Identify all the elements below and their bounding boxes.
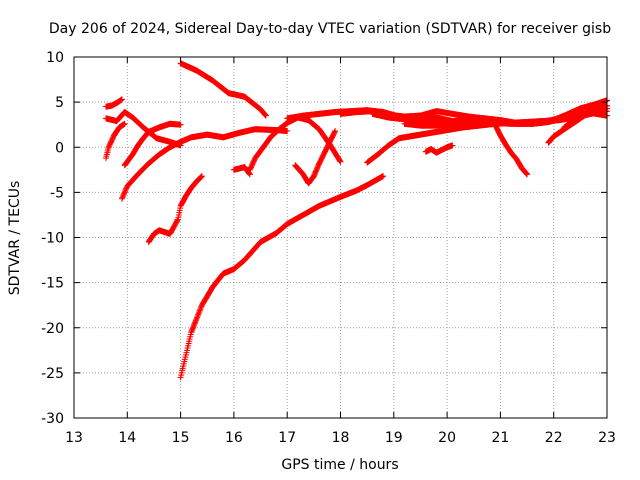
y-tick-label: -25 (41, 366, 64, 382)
data-point (118, 195, 125, 202)
data-point (120, 191, 127, 198)
y-tick-label: 0 (55, 140, 64, 156)
data-point (118, 96, 125, 103)
data-points (102, 60, 610, 381)
x-tick-label: 23 (598, 430, 616, 446)
chart-title: Day 206 of 2024, Sidereal Day-to-day VTE… (49, 21, 611, 37)
y-tick-label: -5 (50, 185, 64, 201)
x-tick-label: 17 (278, 430, 296, 446)
data-point (121, 189, 128, 196)
data-point (380, 173, 387, 180)
y-tick-label: -10 (41, 231, 64, 247)
series-arc-g (177, 173, 387, 381)
series-arc-f (145, 173, 205, 246)
data-point (174, 217, 181, 224)
series-arc-e (118, 126, 291, 202)
series-arc-q (422, 142, 456, 156)
y-tick-label: 10 (46, 50, 64, 66)
y-tick-label: -30 (41, 411, 64, 427)
data-point (194, 314, 201, 321)
data-point (195, 310, 202, 317)
x-tick-label: 16 (225, 430, 243, 446)
data-point (177, 121, 184, 128)
y-tick-label: -20 (41, 321, 64, 337)
series-arc-o (369, 97, 610, 127)
data-point (120, 193, 127, 200)
x-axis-label: GPS time / hours (281, 457, 398, 473)
data-point (331, 129, 338, 136)
data-point (198, 173, 205, 180)
data-point (119, 194, 126, 201)
x-tick-label: 19 (385, 430, 403, 446)
x-tick-label: 13 (65, 430, 83, 446)
data-point (197, 174, 204, 181)
data-point (193, 315, 200, 322)
series-arc-a (102, 96, 125, 110)
data-point (194, 313, 201, 320)
data-point (123, 185, 130, 192)
data-point (198, 173, 205, 180)
data-point (196, 307, 203, 314)
data-point (121, 190, 128, 197)
data-point (336, 157, 343, 164)
data-point (284, 128, 291, 135)
x-tick-label: 21 (491, 430, 509, 446)
x-tick-label: 22 (545, 430, 563, 446)
data-point (197, 304, 204, 311)
y-axis-ticks: -30 -25 -20 -15 -10 -5 0 5 10 (41, 50, 607, 427)
data-point (196, 308, 203, 315)
data-point (337, 158, 344, 165)
series-arc-b (102, 120, 128, 162)
x-tick-label: 20 (438, 430, 456, 446)
data-point (332, 128, 339, 135)
series-arc-d (121, 120, 184, 169)
data-point (122, 188, 129, 195)
data-point (195, 311, 202, 318)
data-point (121, 120, 128, 127)
y-tick-label: -15 (41, 276, 64, 292)
data-point (122, 186, 129, 193)
data-point (262, 112, 269, 119)
x-tick-label: 18 (332, 430, 350, 446)
x-tick-label: 15 (172, 430, 190, 446)
y-axis-label: SDTVAR / TECUs (7, 181, 23, 296)
data-point (197, 306, 204, 313)
series-arc-k (292, 128, 339, 187)
series-arc-i (230, 164, 253, 178)
y-tick-label: 5 (55, 95, 64, 111)
series-arc-h (177, 60, 269, 119)
x-tick-label: 14 (118, 430, 136, 446)
